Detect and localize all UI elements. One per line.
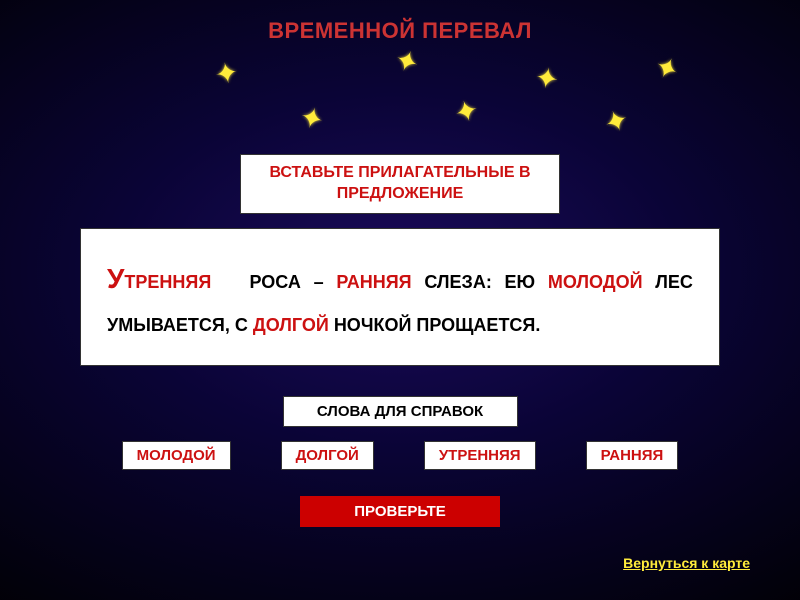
word-option-3[interactable]: УТРЕННЯЯ: [424, 441, 536, 470]
sentence-p5: НОЧКОЙ ПРОЩАЕТСЯ.: [334, 315, 541, 335]
star-icon: ✦: [533, 63, 561, 95]
star-icon: ✦: [650, 51, 683, 86]
star-icon: ✦: [297, 102, 327, 135]
word-row: МОЛОДОЙ ДОЛГОЙ УТРЕННЯЯ РАННЯЯ: [0, 441, 800, 470]
instruction-box: ВСТАВЬТЕ ПРИЛАГАТЕЛЬНЫЕ В ПРЕДЛОЖЕНИЕ: [240, 154, 560, 214]
star-icon: ✦: [213, 58, 241, 90]
sentence-box: УТРЕННЯЯ РОСА – РАННЯЯ СЛЕЗА: ЕЮ МОЛОДОЙ…: [80, 228, 720, 366]
page-title: ВРЕМЕННОЙ ПЕРЕВАЛ: [0, 0, 800, 44]
back-link[interactable]: Вернуться к карте: [623, 554, 750, 572]
sentence-word1: ТРЕННЯЯ: [124, 272, 211, 292]
star-icon: ✦: [391, 45, 423, 79]
helper-label: СЛОВА ДЛЯ СПРАВОК: [283, 396, 518, 427]
sentence-p2: РОСА –: [250, 272, 324, 292]
sentence-p3: СЛЕЗА: ЕЮ: [424, 272, 535, 292]
word-option-4[interactable]: РАННЯЯ: [586, 441, 679, 470]
star-icon: ✦: [601, 105, 633, 139]
word-option-1[interactable]: МОЛОДОЙ: [122, 441, 231, 470]
word-option-2[interactable]: ДОЛГОЙ: [281, 441, 374, 470]
sentence-word2: РАННЯЯ: [336, 272, 411, 292]
sentence-word4: ДОЛГОЙ: [253, 315, 329, 335]
sentence-firstcap: У: [107, 263, 124, 294]
star-icon: ✦: [452, 95, 482, 128]
check-button[interactable]: ПРОВЕРЬТЕ: [300, 496, 500, 527]
sentence-word3: МОЛОДОЙ: [548, 272, 643, 292]
